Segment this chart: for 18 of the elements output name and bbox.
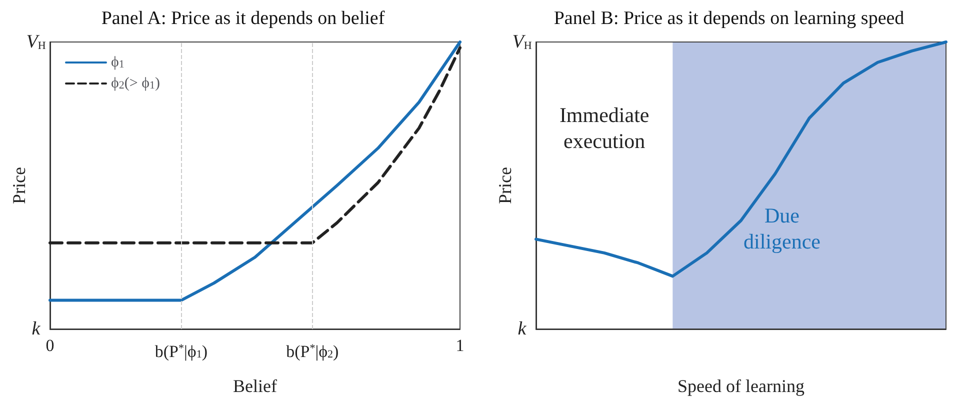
x-axis-title: Speed of learning bbox=[678, 376, 804, 396]
y-axis-title: Price bbox=[495, 166, 515, 204]
x-tick-label: 1 bbox=[456, 336, 464, 355]
x-axis-title: Belief bbox=[233, 376, 277, 396]
legend-label: ϕ2(> ϕ1) bbox=[111, 76, 160, 92]
x-tick-label: 0 bbox=[46, 336, 54, 355]
text: VH bbox=[512, 32, 532, 52]
text: k bbox=[518, 318, 527, 340]
chart-title: Panel A: Price as it depends on belief bbox=[101, 8, 386, 29]
annotation: Immediate execution bbox=[559, 103, 650, 154]
legend-label: ϕ1 bbox=[111, 54, 124, 70]
text: VH bbox=[26, 32, 46, 52]
y-axis-title: Price bbox=[9, 166, 29, 204]
text: k bbox=[32, 318, 41, 340]
ref-line-label: b(P*|ϕ1) bbox=[154, 342, 208, 361]
annotation: Due diligence bbox=[744, 204, 820, 254]
chart-title: Panel B: Price as it depends on learning speed bbox=[554, 8, 905, 29]
ref-line-label: b(P*|ϕ2) bbox=[286, 342, 339, 361]
